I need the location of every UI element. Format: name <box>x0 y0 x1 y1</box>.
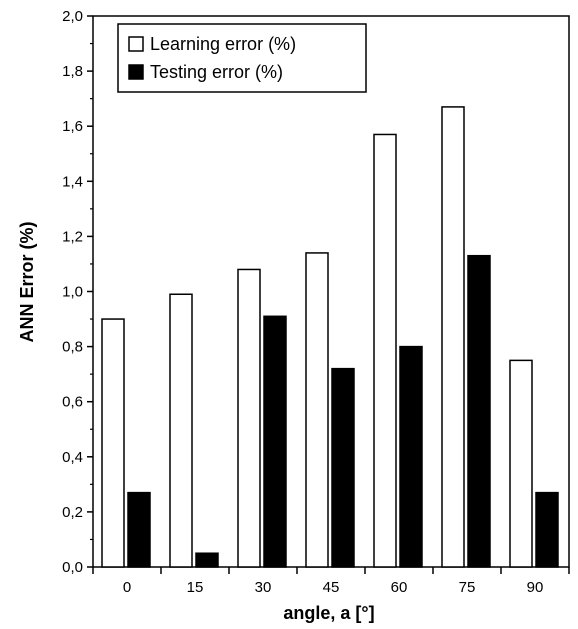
y-tick-label: 1,8 <box>62 63 83 80</box>
plot-area <box>92 15 570 568</box>
legend-label-testing: Testing error (%) <box>150 62 283 82</box>
bar-learning-error <box>509 359 533 568</box>
legend-swatch-learning <box>128 36 144 52</box>
y-tick-label: 0,8 <box>62 339 83 356</box>
y-axis-title: ANN Error (%) <box>17 221 37 342</box>
y-tick-label: 1,2 <box>62 228 83 245</box>
legend: Learning error (%) Testing error (%) <box>117 23 367 93</box>
ticks: 0,0 0,2 0,4 0,6 0,8 1,0 1,2 1,4 1,6 1,8 2,0 0 15 30 45… <box>62 8 543 596</box>
bar-testing-error <box>331 367 355 568</box>
x-tick-label: 75 <box>459 579 476 596</box>
x-tick-label: 30 <box>255 579 272 596</box>
x-tick-label: 45 <box>323 579 340 596</box>
bar-testing-error <box>195 552 219 568</box>
bar-learning-error <box>305 252 329 568</box>
bar-testing-error <box>399 345 423 568</box>
bar-testing-error <box>127 491 151 568</box>
y-tick-label: 2,0 <box>62 8 83 25</box>
legend-box <box>117 23 367 93</box>
bar-learning-error <box>169 293 193 568</box>
x-tick-label: 15 <box>187 579 204 596</box>
bar-testing-error <box>467 254 491 568</box>
bar-testing-error <box>263 315 287 568</box>
bar-learning-error <box>441 106 465 568</box>
plot-frame <box>92 15 570 568</box>
bar-learning-error <box>373 133 397 568</box>
y-tick-label: 0,4 <box>62 449 83 466</box>
bars <box>101 106 559 568</box>
bar-testing-error <box>535 491 559 568</box>
y-tick-label: 0,0 <box>62 559 83 576</box>
legend-label-learning: Learning error (%) <box>150 34 296 54</box>
x-tick-label: 90 <box>527 579 544 596</box>
axes <box>87 15 570 574</box>
y-tick-label: 1,0 <box>62 284 83 301</box>
legend-swatch-testing <box>128 64 144 80</box>
bar-learning-error <box>101 318 125 568</box>
x-tick-label: 0 <box>123 579 131 596</box>
y-tick-label: 1,6 <box>62 118 83 135</box>
y-tick-label: 1,4 <box>62 173 83 190</box>
x-tick-label: 60 <box>391 579 408 596</box>
bar-learning-error <box>237 268 261 568</box>
x-axis-title: angle, a [°] <box>283 603 374 623</box>
y-tick-label: 0,2 <box>62 504 83 521</box>
y-tick-label: 0,6 <box>62 394 83 411</box>
